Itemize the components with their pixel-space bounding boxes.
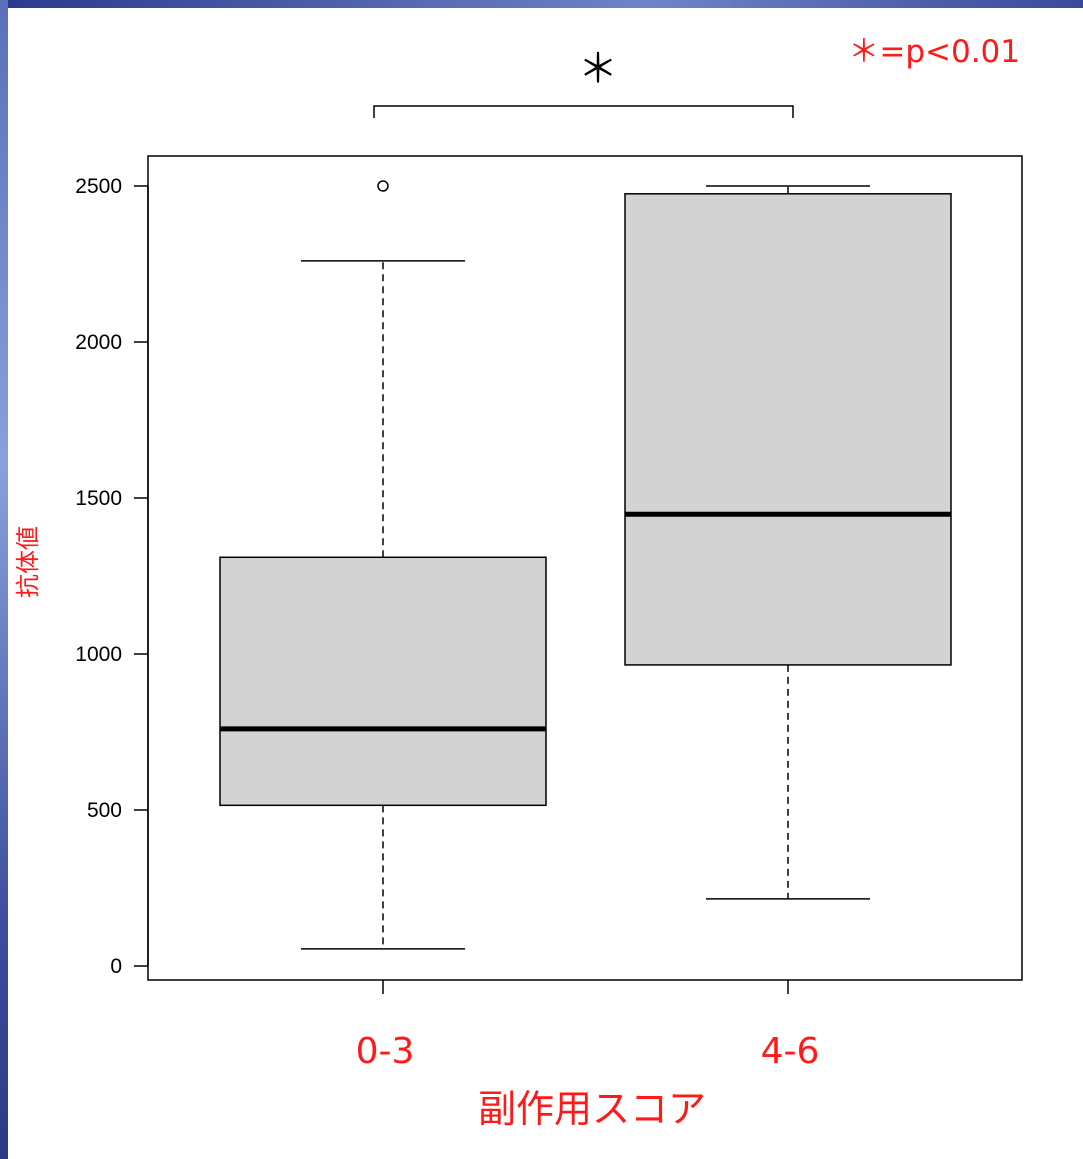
significance-bracket <box>373 105 794 118</box>
y-tick-label: 2500 <box>75 175 122 198</box>
iqr-box <box>624 193 952 666</box>
y-tick-label: 1500 <box>75 487 122 510</box>
y-tick-label: 2000 <box>75 331 122 354</box>
y-axis: 0 500 1000 1500 2000 2500 <box>75 175 149 978</box>
y-tick-label: 0 <box>110 955 122 978</box>
box-0-3 <box>219 180 547 950</box>
slide-left-strip <box>0 0 8 1159</box>
significance-annotation <box>373 105 794 118</box>
y-tick-label: 1000 <box>75 643 122 666</box>
iqr-box <box>219 556 547 807</box>
significance-legend: ＊=p<0.01 <box>848 34 1020 70</box>
slide-top-band <box>0 0 1083 8</box>
significance-star: ＊ <box>578 46 618 92</box>
outlier-point <box>377 180 389 192</box>
y-tick-label: 500 <box>87 799 122 822</box>
x-tick-label: 0-3 <box>356 1031 415 1072</box>
x-tick-label: 4-6 <box>761 1031 820 1072</box>
box-4-6 <box>624 185 952 900</box>
x-axis-label: 副作用スコア <box>478 1087 706 1131</box>
y-axis-label: 抗体値 <box>14 526 42 598</box>
x-axis: 0-3 4-6 <box>356 980 820 1072</box>
boxes <box>219 180 952 950</box>
